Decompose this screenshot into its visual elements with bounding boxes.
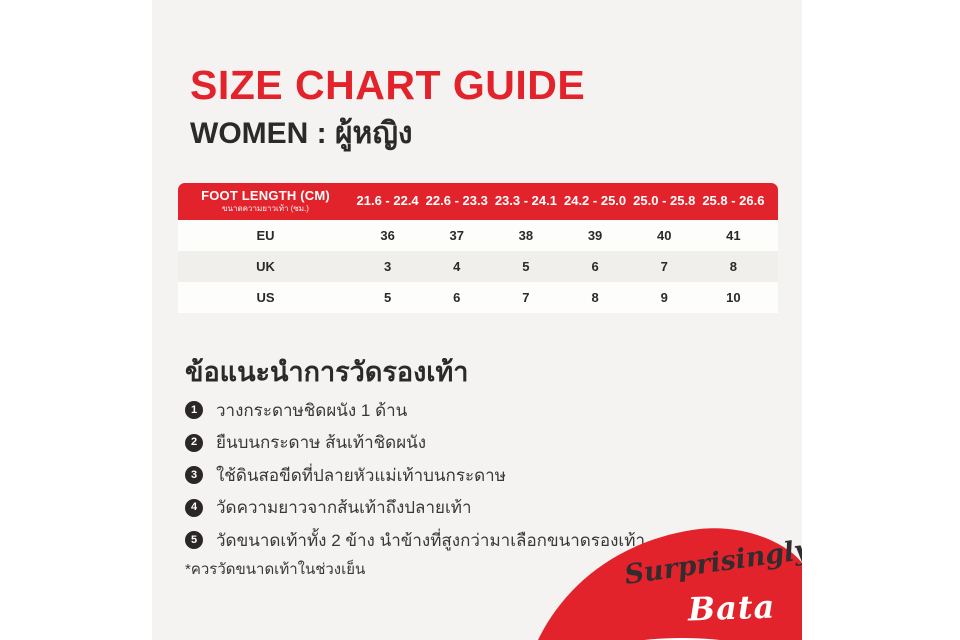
size-value: 7 (522, 290, 530, 305)
size-value: 7 (660, 259, 668, 274)
row-label: EU (256, 228, 275, 243)
content-card: SIZE CHART GUIDE WOMEN : ผู้หญิง FOOT LE… (152, 0, 802, 640)
size-table-header: FOOT LENGTH (CM) ขนาดความยาวเท้า (ซม.) 2… (178, 183, 778, 220)
brand-badge: Surprisingly Bata (532, 515, 802, 640)
range-header: 23.3 - 24.1 (494, 193, 557, 209)
page-title: SIZE CHART GUIDE (190, 62, 586, 108)
measurement-footnote: *ควรวัดขนาดเท้าในช่วงเย็น (185, 561, 366, 578)
size-value: 8 (591, 290, 599, 305)
range-header: 24.2 - 25.0 (563, 193, 627, 209)
size-value: 10 (726, 290, 741, 305)
step-number-badge: 3 (185, 466, 203, 485)
size-value: 8 (729, 259, 738, 274)
step-number-badge: 4 (185, 498, 203, 517)
size-table: FOOT LENGTH (CM) ขนาดความยาวเท้า (ซม.) 2… (178, 183, 778, 313)
size-value: 39 (587, 228, 603, 243)
instructions-list: 1 วางกระดาษชิดผนัง 1 ด้าน 2 ยืนบนกระดาษ … (185, 394, 645, 557)
size-value: 5 (383, 290, 392, 305)
size-value: 36 (380, 228, 395, 243)
size-value: 6 (591, 259, 599, 274)
range-header: 22.6 - 23.3 (425, 193, 488, 209)
size-value: 4 (453, 259, 461, 274)
size-value: 37 (449, 228, 464, 243)
step-number-badge: 2 (185, 433, 203, 452)
row-label: US (256, 290, 275, 305)
row-label: UK (256, 259, 275, 274)
foot-length-header: FOOT LENGTH (CM) ขนาดความยาวเท้า (ซม.) (178, 189, 353, 213)
list-item: 2 ยืนบนกระดาษ ส้นเท้าชิดผนัง (185, 427, 645, 460)
size-value: 40 (657, 228, 672, 243)
size-value: 6 (453, 290, 461, 305)
page-subtitle: WOMEN : ผู้หญิง (190, 117, 413, 150)
range-header: 25.0 - 25.8 (633, 193, 696, 209)
range-header: 21.6 - 22.4 (356, 193, 419, 209)
size-value: 5 (522, 259, 530, 274)
bata-logo: Bata (687, 587, 776, 629)
list-item: 5 วัดขนาดเท้าทั้ง 2 ข้าง นำข้างที่สูงกว่… (185, 524, 645, 557)
size-value: 3 (383, 259, 392, 274)
range-header: 25.8 - 26.6 (702, 193, 765, 209)
list-item: 1 วางกระดาษชิดผนัง 1 ด้าน (185, 394, 645, 427)
size-value: 9 (660, 290, 668, 305)
size-value: 38 (518, 228, 534, 243)
table-row-uk: UK 3 4 5 6 7 8 (178, 251, 778, 282)
list-item: 3 ใช้ดินสอขีดที่ปลายหัวแม่เท้าบนกระดาษ (185, 459, 645, 492)
step-number-badge: 5 (185, 531, 203, 550)
instructions-heading: ข้อแนะนำการวัดรองเท้า (185, 357, 469, 387)
table-row-us: US 5 6 7 8 9 10 (178, 282, 778, 313)
size-value: 41 (726, 228, 741, 243)
list-item: 4 วัดความยาวจากส้นเท้าถึงปลายเท้า (185, 492, 645, 525)
step-number-badge: 1 (185, 401, 203, 420)
foot-length-subheader: ขนาดความยาวเท้า (ซม.) (222, 203, 309, 213)
table-row-eu: EU 36 37 38 39 40 41 (178, 220, 778, 251)
